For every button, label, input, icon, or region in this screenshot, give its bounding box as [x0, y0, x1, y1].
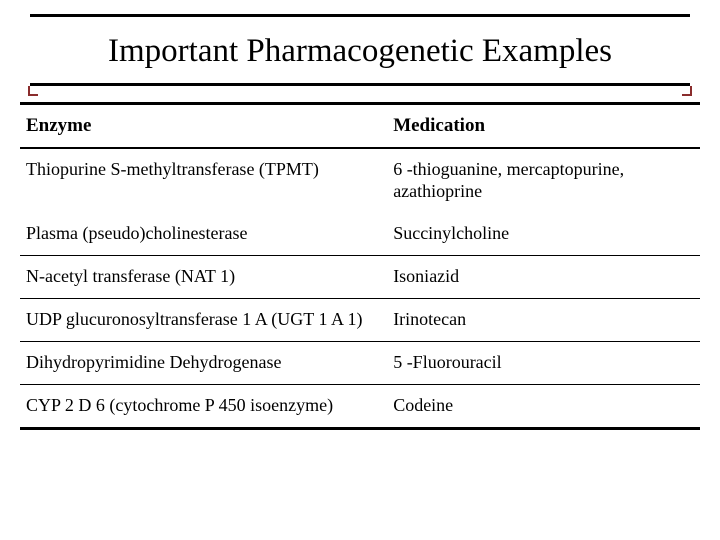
cell-enzyme: UDP glucuronosyltransferase 1 A (UGT 1 A… — [20, 299, 387, 342]
cell-medication: 5 -Fluorouracil — [387, 342, 700, 385]
page-title: Important Pharmacogenetic Examples — [30, 19, 690, 83]
cell-medication: 6 -thioguanine, mercaptopurine, azathiop… — [387, 148, 700, 213]
slide: Important Pharmacogenetic Examples Enzym… — [0, 0, 720, 540]
cell-enzyme: N-acetyl transferase (NAT 1) — [20, 256, 387, 299]
cell-enzyme: Plasma (pseudo)cholinesterase — [20, 213, 387, 255]
title-region: Important Pharmacogenetic Examples — [20, 14, 700, 92]
cell-enzyme: Thiopurine S-methyltransferase (TPMT) — [20, 148, 387, 213]
table-row: Plasma (pseudo)cholinesteraseSuccinylcho… — [20, 213, 700, 255]
pharmacogenetic-table: Enzyme Medication Thiopurine S-methyltra… — [20, 102, 700, 430]
title-rule-bottom — [30, 83, 690, 86]
cell-medication: Isoniazid — [387, 256, 700, 299]
cell-medication: Succinylcholine — [387, 213, 700, 255]
column-header-enzyme: Enzyme — [20, 104, 387, 149]
corner-decoration-left — [28, 86, 38, 96]
corner-decoration-right — [682, 86, 692, 96]
table-row: UDP glucuronosyltransferase 1 A (UGT 1 A… — [20, 299, 700, 342]
title-rule-top — [30, 14, 690, 17]
table-row: CYP 2 D 6 (cytochrome P 450 isoenzyme)Co… — [20, 385, 700, 429]
column-header-medication: Medication — [387, 104, 700, 149]
table-row: Thiopurine S-methyltransferase (TPMT)6 -… — [20, 148, 700, 213]
table-row: N-acetyl transferase (NAT 1)Isoniazid — [20, 256, 700, 299]
table-body: Thiopurine S-methyltransferase (TPMT)6 -… — [20, 148, 700, 428]
cell-medication: Irinotecan — [387, 299, 700, 342]
table-row: Dihydropyrimidine Dehydrogenase5 -Fluoro… — [20, 342, 700, 385]
cell-medication: Codeine — [387, 385, 700, 429]
cell-enzyme: CYP 2 D 6 (cytochrome P 450 isoenzyme) — [20, 385, 387, 429]
table-header-row: Enzyme Medication — [20, 104, 700, 149]
cell-enzyme: Dihydropyrimidine Dehydrogenase — [20, 342, 387, 385]
